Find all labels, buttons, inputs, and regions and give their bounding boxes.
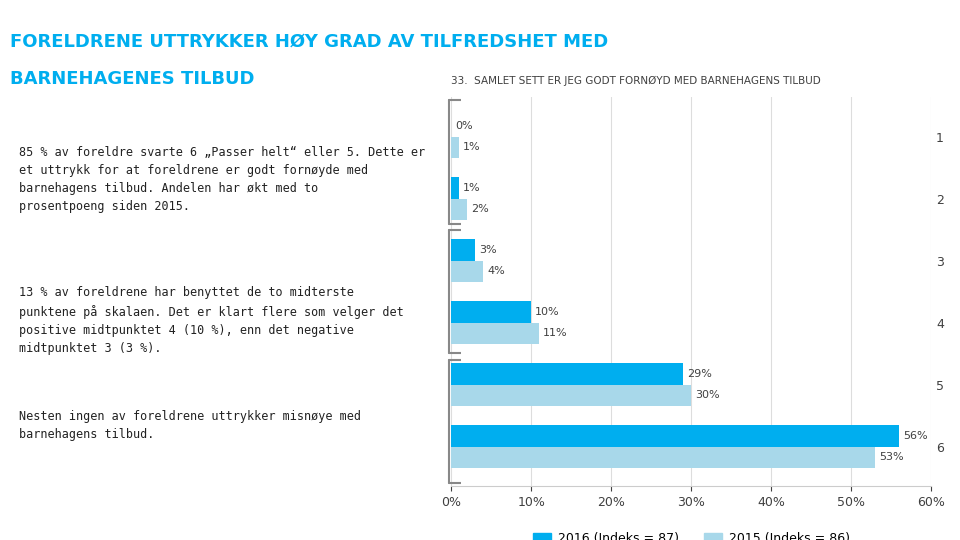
Text: FORELDRENE UTTRYKKER HØY GRAD AV TILFREDSHET MED: FORELDRENE UTTRYKKER HØY GRAD AV TILFRED… — [10, 32, 608, 50]
Text: 3%: 3% — [479, 245, 497, 255]
Text: 33.  SAMLET SETT ER JEG GODT FORNØYD MED BARNEHAGENS TILBUD: 33. SAMLET SETT ER JEG GODT FORNØYD MED … — [451, 76, 821, 86]
Bar — [451, 301, 531, 322]
Text: 1%: 1% — [463, 183, 481, 193]
Text: 53%: 53% — [879, 453, 903, 462]
Text: 85 % av foreldre svarte 6 „Passer helt“ eller 5. Dette er
et uttrykk for at fore: 85 % av foreldre svarte 6 „Passer helt“ … — [19, 146, 425, 213]
Bar — [451, 425, 900, 447]
Text: 29%: 29% — [687, 369, 712, 379]
Bar — [451, 239, 475, 261]
Bar — [451, 322, 540, 345]
Bar — [451, 137, 459, 158]
Text: 1%: 1% — [463, 143, 481, 152]
Legend: 2016 (Indeks = 87), 2015 (Indeks = 86): 2016 (Indeks = 87), 2015 (Indeks = 86) — [528, 526, 854, 540]
Bar — [451, 177, 459, 199]
Text: 4%: 4% — [487, 266, 505, 276]
Text: 30%: 30% — [695, 390, 720, 401]
Text: 13 % av foreldrene har benyttet de to midterste
punktene på skalaen. Det er klar: 13 % av foreldrene har benyttet de to mi… — [19, 286, 404, 355]
Bar — [451, 447, 876, 468]
Text: RAMBOLL: RAMBOLL — [34, 502, 101, 516]
Bar — [451, 199, 468, 220]
Text: 11%: 11% — [543, 328, 567, 339]
Bar — [451, 363, 684, 384]
Text: 0%: 0% — [455, 121, 473, 131]
Text: Nesten ingen av foreldrene uttrykker misnøye med
barnehagens tilbud.: Nesten ingen av foreldrene uttrykker mis… — [19, 410, 361, 441]
Text: 10%: 10% — [535, 307, 560, 317]
Text: 2%: 2% — [471, 205, 489, 214]
Bar — [451, 261, 483, 282]
Text: 56%: 56% — [903, 431, 927, 441]
Bar — [451, 384, 691, 406]
Text: BARNEHAGENES TILBUD: BARNEHAGENES TILBUD — [10, 70, 254, 88]
